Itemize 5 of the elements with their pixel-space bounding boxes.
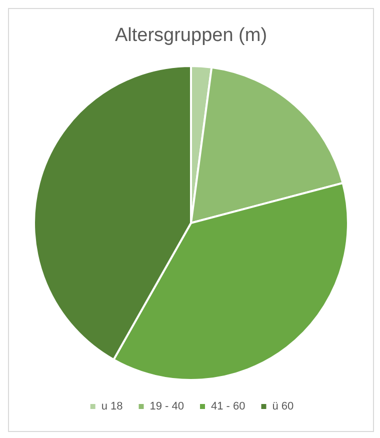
chart-title: Altersgruppen (m) (114, 25, 268, 46)
legend-label: 19 - 40 (150, 400, 184, 412)
legend-label: ü 60 (272, 400, 294, 412)
legend-label: 41 - 60 (211, 400, 246, 412)
legend-label: u 18 (101, 400, 123, 412)
